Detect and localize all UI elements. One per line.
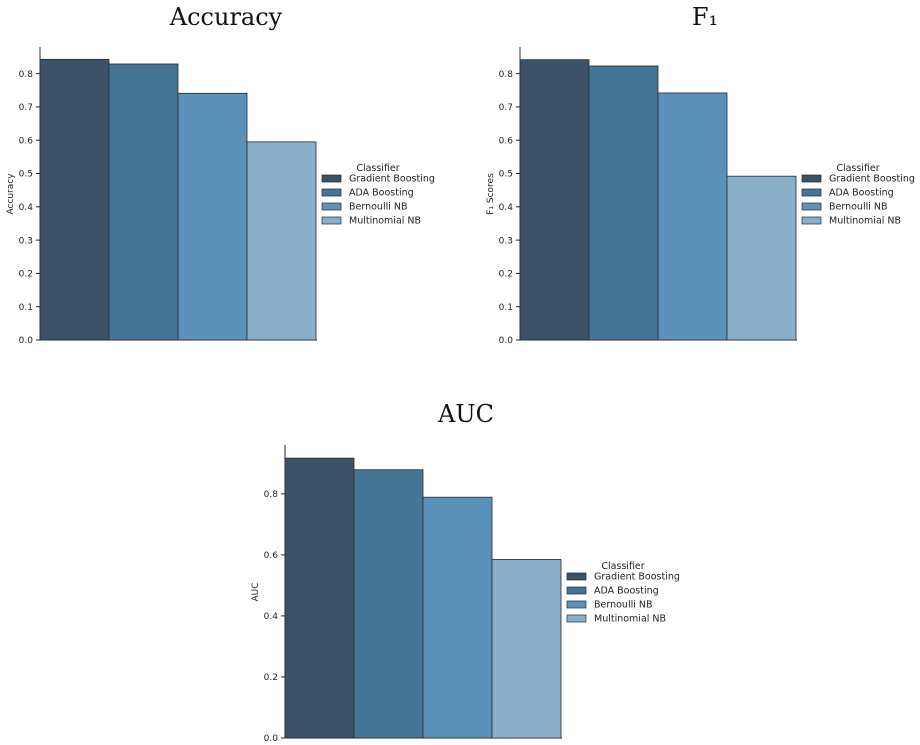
y-tick-label: 0.4 (264, 612, 279, 622)
y-tick-label: 0.1 (499, 303, 513, 313)
legend-label: Multinomial NB (829, 216, 901, 227)
y-tick-label: 0.2 (264, 673, 278, 683)
legend-label: Multinomial NB (594, 614, 666, 625)
legend-label: Gradient Boosting (594, 572, 680, 583)
bar-multinomial-nb (246, 141, 317, 341)
y-tick-label: 0.3 (499, 236, 513, 246)
legend-swatch (566, 600, 587, 609)
legend-swatch (801, 216, 822, 225)
legend-label: Bernoulli NB (349, 202, 408, 213)
legend-swatch (321, 188, 342, 197)
legend-items: Gradient Boosting ADA Boosting Bernoulli N… (321, 174, 435, 227)
y-axis-label: AUC (251, 582, 261, 601)
legend-swatch (566, 572, 587, 581)
chart-title: AUC (437, 400, 494, 428)
legend-label: ADA Boosting (829, 188, 894, 199)
y-tick-label: 0.7 (499, 103, 513, 113)
y-axis-label: Accuracy (6, 173, 16, 215)
legend-title: Classifier (356, 163, 399, 174)
bars (284, 457, 562, 739)
y-tick-label: 0.7 (19, 103, 33, 113)
legend-swatch (321, 202, 342, 211)
legend-swatch (321, 174, 342, 183)
legend: Classifier Gradient Boosting ADA Boosting… (801, 163, 915, 227)
panel-f1: F₁ F₁ Scores 0.0 0.1 0.2 0.3 0.4 0.5 0.6 0.7 0.8… (486, 3, 915, 346)
legend-swatch (566, 586, 587, 595)
y-tick-label: 0.6 (499, 136, 514, 146)
legend-label: Multinomial NB (349, 216, 421, 227)
legend-title: Classifier (601, 561, 644, 572)
bar-ada-boosting (588, 65, 659, 341)
bar-ada-boosting (108, 63, 179, 341)
legend-label: Gradient Boosting (829, 174, 915, 185)
legend-label: ADA Boosting (349, 188, 414, 199)
legend-items: Gradient Boosting ADA Boosting Bernoulli N… (801, 174, 915, 227)
bar-ada-boosting (353, 469, 424, 739)
bar-multinomial-nb (726, 175, 797, 341)
y-tick-label: 0.5 (499, 170, 513, 180)
y-tick-label: 0.0 (19, 336, 34, 346)
bar-multinomial-nb (491, 559, 562, 739)
y-tick-label: 0.8 (19, 70, 34, 80)
y-ticks: 0.0 0.1 0.2 0.3 0.4 0.5 0.6 0.7 0.8 (19, 70, 40, 346)
bars (39, 58, 317, 341)
bar-bernoulli-nb (657, 92, 728, 341)
y-ticks: 0.0 0.1 0.2 0.3 0.4 0.5 0.6 0.7 0.8 (499, 70, 520, 346)
legend-swatch (566, 614, 587, 623)
chart-title: F₁ (692, 3, 718, 31)
y-tick-label: 0.6 (19, 136, 34, 146)
chart-title: Accuracy (169, 3, 283, 31)
bars (519, 59, 797, 341)
legend-label: Gradient Boosting (349, 174, 435, 185)
bar-gradient-boosting (519, 59, 590, 341)
y-tick-label: 0.2 (499, 270, 513, 280)
y-tick-label: 0.4 (499, 203, 514, 213)
legend-label: Bernoulli NB (594, 600, 653, 611)
legend-swatch (801, 174, 822, 183)
legend-swatch (801, 202, 822, 211)
y-axis-label: F₁ Scores (486, 173, 496, 215)
legend: Classifier Gradient Boosting ADA Boosting… (566, 561, 680, 625)
bar-gradient-boosting (39, 58, 110, 341)
legend-title: Classifier (836, 163, 879, 174)
bar-bernoulli-nb (422, 496, 493, 739)
panel-accuracy: Accuracy Accuracy 0.00.10.20.30.40.50.60… (6, 3, 435, 346)
y-tick-label: 0.6 (264, 551, 279, 561)
y-ticks: 0.0 0.2 0.4 0.6 0.8 (264, 490, 285, 744)
legend-label: Bernoulli NB (829, 202, 888, 213)
legend-label: ADA Boosting (594, 586, 659, 597)
y-tick-label: 0.8 (499, 70, 514, 80)
y-tick-label: 0.5 (19, 170, 33, 180)
y-tick-label: 0.8 (264, 490, 279, 500)
y-tick-label: 0.0 (499, 336, 514, 346)
y-tick-label: 0.1 (19, 303, 33, 313)
legend-swatch (801, 188, 822, 197)
y-tick-label: 0.0 (264, 734, 279, 744)
y-tick-label: 0.2 (19, 270, 33, 280)
legend-swatch (321, 216, 342, 225)
bar-gradient-boosting (284, 457, 355, 739)
y-tick-label: 0.4 (19, 203, 34, 213)
bar-bernoulli-nb (177, 92, 248, 341)
legend-items: Gradient Boosting ADA Boosting Bernoulli N… (566, 572, 680, 625)
legend: Classifier Gradient Boosting ADA Boosting… (321, 163, 435, 227)
y-tick-label: 0.3 (19, 236, 33, 246)
panel-auc: AUC AUC 0.0 0.2 0.4 0.6 0.8 Classifier Gradi… (251, 400, 680, 744)
